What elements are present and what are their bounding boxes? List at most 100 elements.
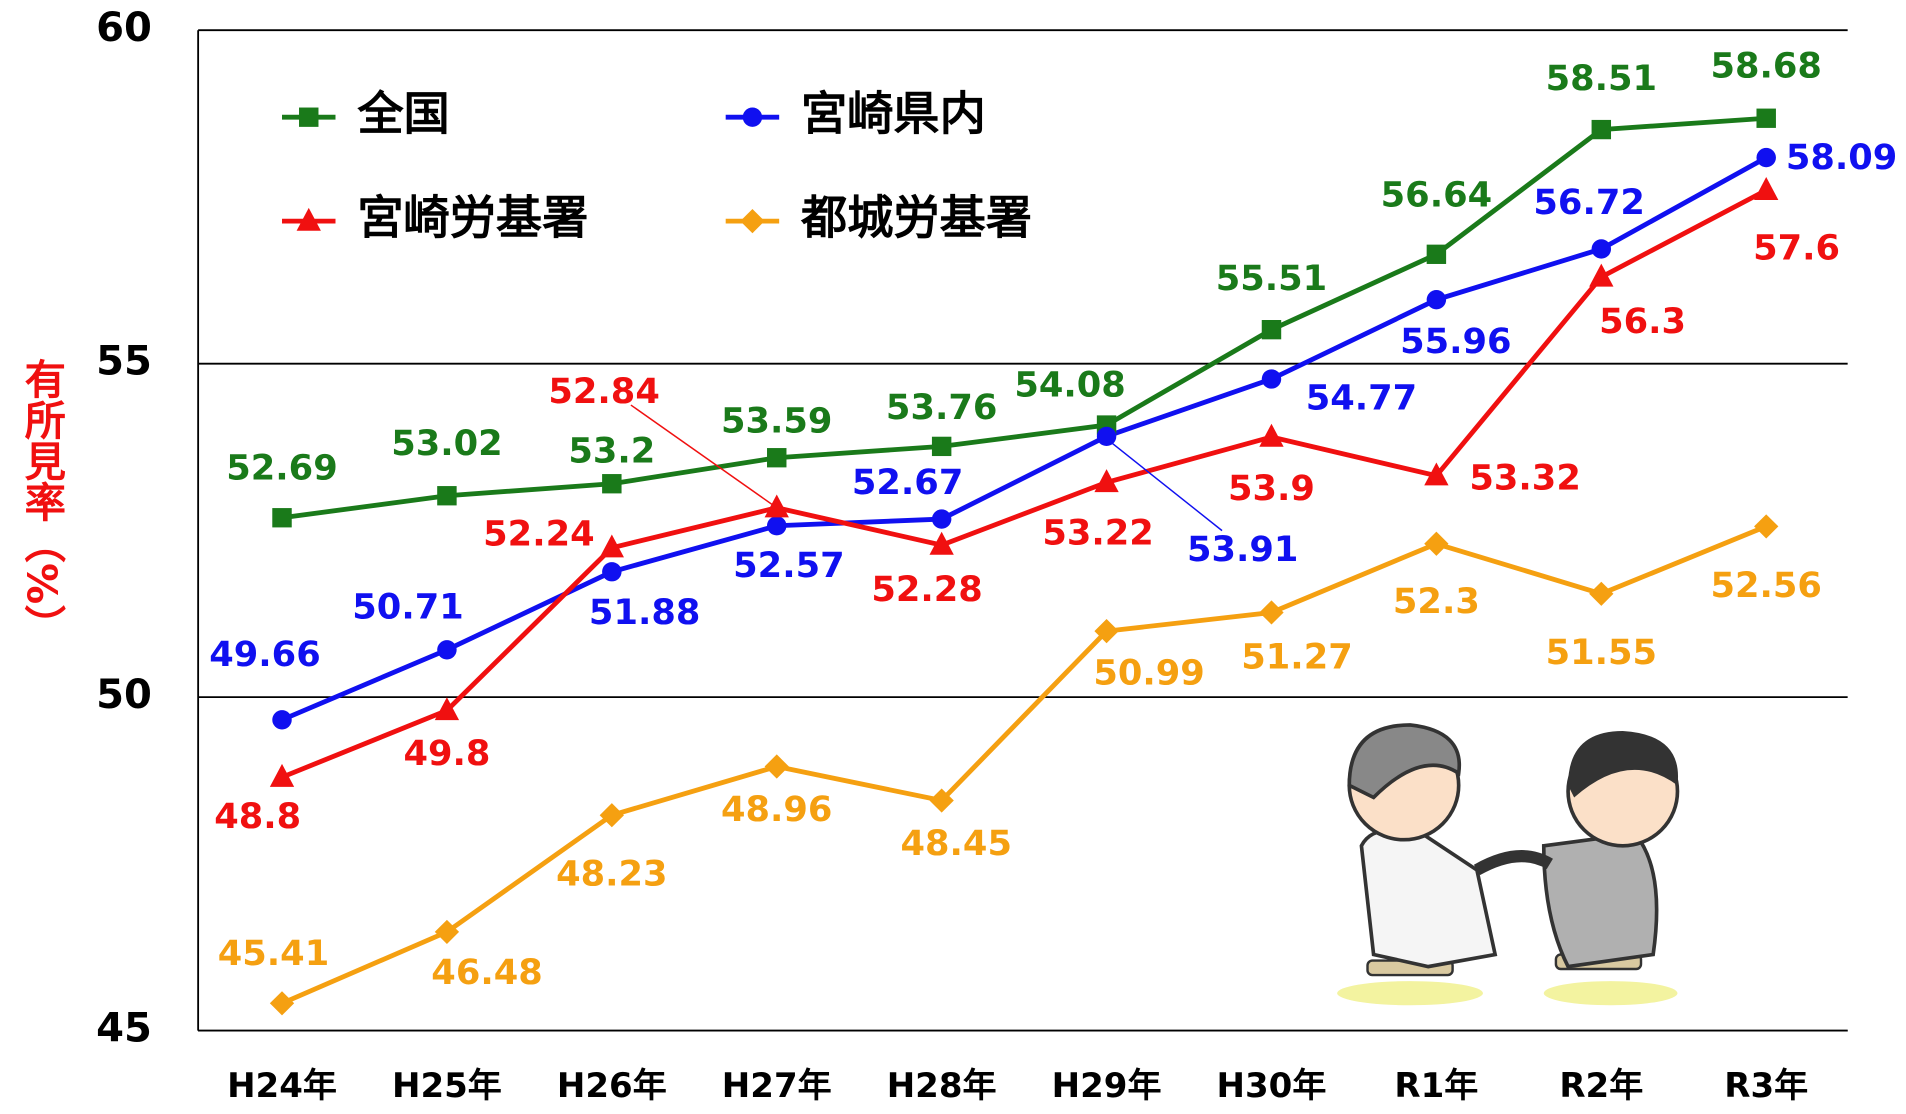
data-label: 57.6 [1753,228,1840,269]
x-tick-label: H26年 [557,1067,667,1106]
series-line [281,115,1767,521]
marker [434,697,460,721]
data-label: 49.66 [209,634,320,675]
marker [272,710,292,730]
x-tick-label: R1年 [1394,1067,1478,1106]
data-label: 53.02 [391,423,502,464]
legend-marker [299,107,319,127]
x-tick-label: H30年 [1217,1067,1327,1106]
marker [1424,462,1449,486]
data-label: 54.77 [1306,378,1417,419]
marker [1589,581,1614,606]
y-tick-label: 60 [96,5,152,51]
data-label: 50.71 [352,587,463,628]
marker [1591,239,1612,259]
marker [272,508,292,528]
legend-label: 全国 [356,87,449,141]
marker [1259,423,1284,447]
marker [1259,600,1284,625]
marker [602,474,622,494]
data-label: 51.55 [1546,632,1657,673]
y-tick-label: 45 [96,1006,152,1052]
marker [767,448,787,468]
marker [269,991,295,1016]
legend-marker [296,207,321,231]
data-label: 48.23 [556,854,667,895]
x-tick-label: R3年 [1724,1067,1808,1106]
data-label: 58.68 [1710,46,1821,87]
legend-label: 都城労基署 [800,191,1032,245]
data-label: 52.28 [871,569,982,610]
marker [1756,147,1776,168]
data-label: 51.88 [589,592,700,633]
data-label: 53.9 [1228,468,1315,509]
marker [931,509,952,529]
legend-label: 宮崎労基署 [357,191,588,245]
data-label: 53.59 [721,401,832,442]
y-tick-label: 50 [96,672,152,718]
marker [599,803,624,828]
data-label: 53.32 [1469,457,1580,498]
data-label: 52.67 [852,462,963,503]
data-label: 52.69 [226,447,337,488]
marker [602,562,622,582]
marker [764,754,789,779]
marker [1426,244,1447,264]
data-label: 56.64 [1381,174,1492,215]
data-label: 52.57 [733,545,844,586]
data-label: 48.8 [214,796,301,837]
marker [1261,320,1282,340]
marker [1094,469,1119,493]
x-tick-label: R2年 [1559,1067,1643,1106]
marker [1096,426,1117,447]
x-tick-label: H27年 [722,1067,832,1106]
marker [269,763,295,787]
marker [929,531,954,555]
illustration [1337,723,1680,1006]
legend-marker [740,209,765,234]
marker [437,486,457,506]
marker [1424,531,1449,556]
marker [1754,514,1779,539]
data-label: 56.3 [1599,301,1686,342]
data-label: 49.8 [403,733,490,774]
data-label: 53.2 [568,430,655,471]
marker [1589,263,1614,287]
data-label: 55.96 [1400,321,1511,362]
data-label: 52.3 [1393,581,1480,622]
data-label: 46.48 [431,952,542,993]
data-label: 53.22 [1042,512,1153,553]
x-tick-label: H29年 [1052,1067,1162,1106]
marker [437,640,457,660]
data-label: 45.41 [218,933,329,974]
legend-marker [742,107,763,127]
leader-line [1100,433,1223,532]
data-label: 50.99 [1093,653,1204,694]
data-label: 58.51 [1546,58,1657,99]
series-line [281,524,1768,1006]
marker [1426,289,1447,310]
data-label: 54.08 [1014,364,1125,405]
x-tick-label: H24年 [227,1067,337,1106]
data-label: 52.84 [548,371,659,412]
x-tick-label: H25年 [392,1067,502,1106]
series-line [281,188,1768,780]
x-tick-label: H28年 [887,1067,997,1106]
marker [1591,119,1612,140]
data-label: 58.09 [1786,137,1897,178]
marker [1261,369,1282,389]
marker [931,436,952,457]
leader-line [630,404,778,509]
marker [764,494,789,518]
marker [767,516,787,536]
series-line [281,155,1768,723]
y-axis-label: 有所見率（%） [17,358,66,646]
data-label: 48.45 [901,823,1012,864]
data-label: 56.72 [1533,182,1644,223]
data-label: 51.27 [1241,636,1352,677]
data-label: 53.76 [886,387,997,428]
data-label: 52.56 [1710,565,1821,606]
data-label: 53.91 [1187,529,1298,570]
y-tick-label: 55 [96,339,152,385]
